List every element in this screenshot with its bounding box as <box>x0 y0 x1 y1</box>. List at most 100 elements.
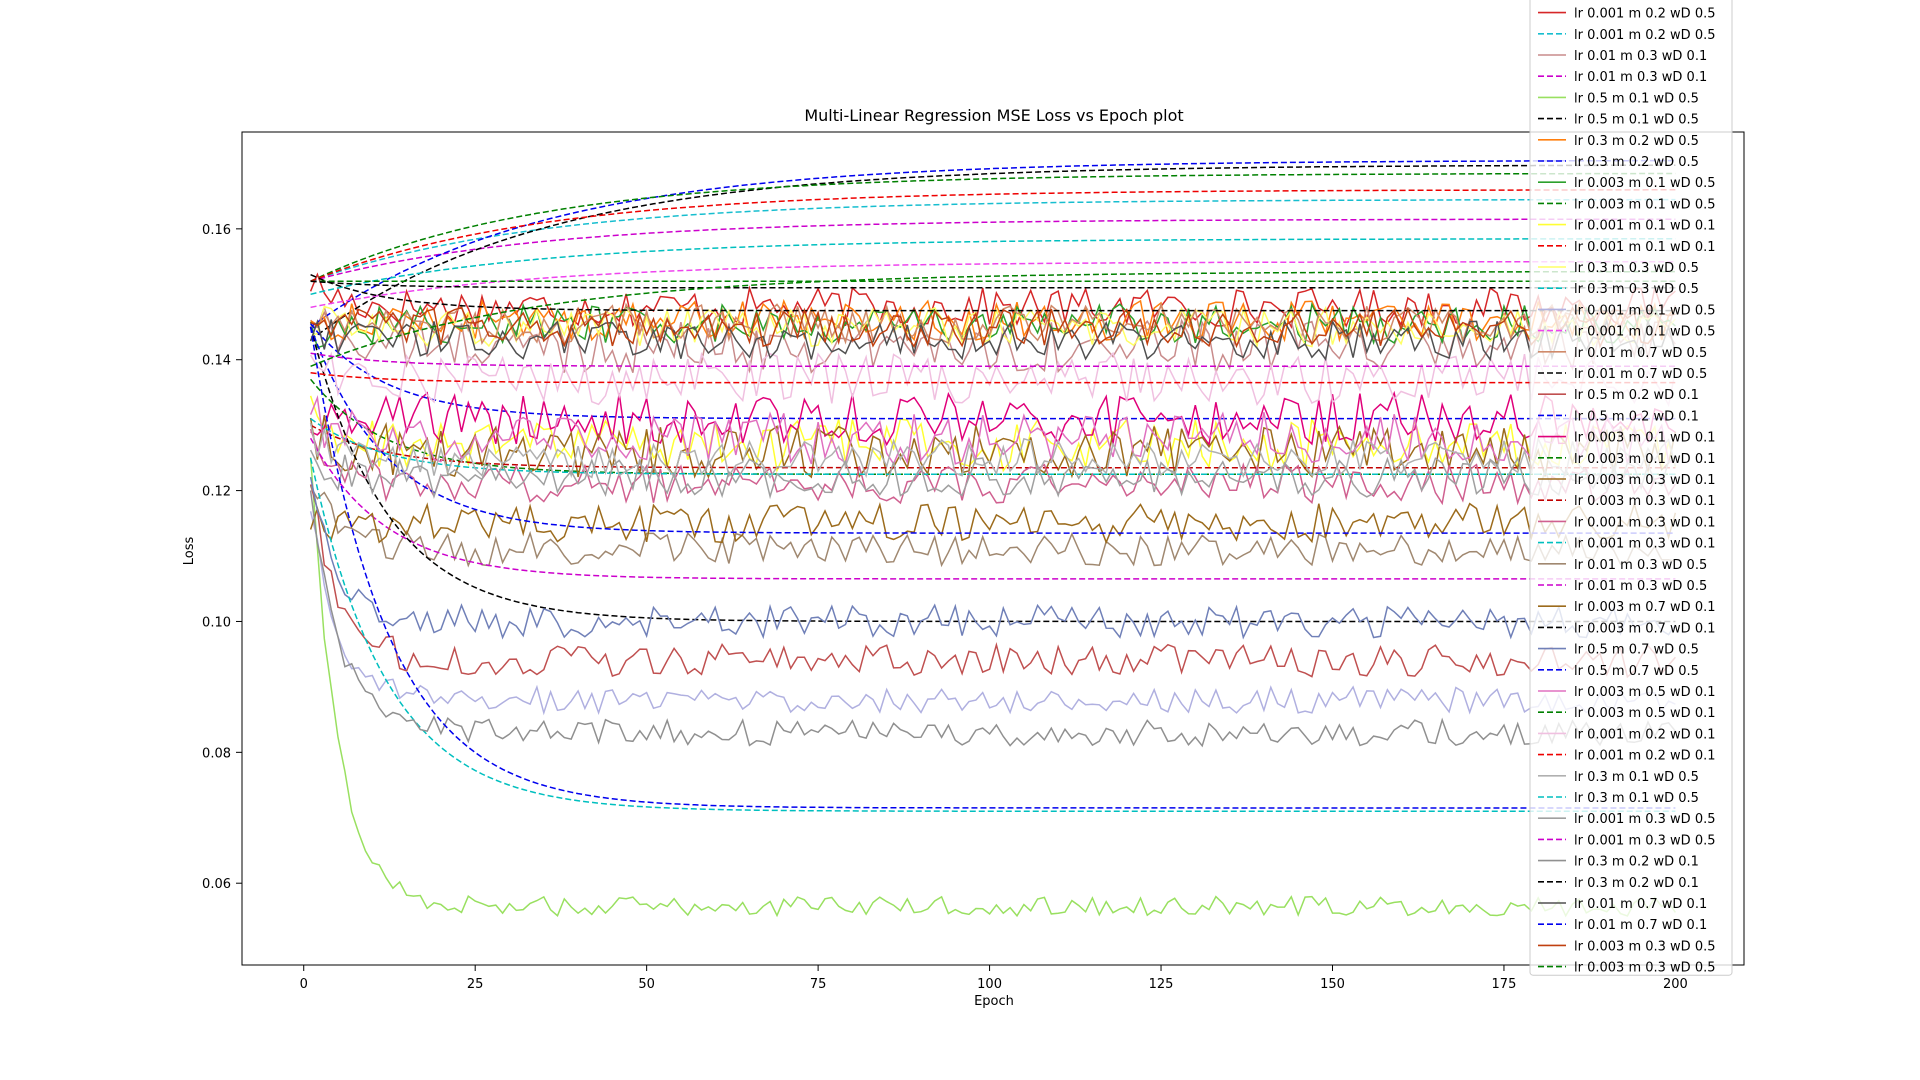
legend-entry-label: lr 0.001 m 0.1 wD 0.1 <box>1574 240 1716 255</box>
legend-entry-label: lr 0.3 m 0.2 wD 0.1 <box>1574 855 1699 870</box>
legend-entry-label: lr 0.001 m 0.2 wD 0.5 <box>1574 7 1716 22</box>
chart-legend: lr 0.001 m 0.2 wD 0.5 lr 0.001 m 0.2 wD 0… <box>1529 0 1733 976</box>
legend-entry-label: lr 0.001 m 0.1 wD 0.1 <box>1574 219 1716 234</box>
legend-entry-label: lr 0.001 m 0.3 wD 0.5 <box>1574 812 1716 827</box>
x-tick-label: 50 <box>638 977 655 992</box>
legend-entry-label: lr 0.5 m 0.1 wD 0.5 <box>1574 91 1699 106</box>
series-line <box>309 476 1677 640</box>
series-line <box>310 280 1676 289</box>
chart-title: Multi-Linear Regression MSE Loss vs Epoc… <box>804 106 1183 125</box>
series-line <box>310 164 1676 341</box>
x-tick-label: 0 <box>300 977 308 992</box>
series-line <box>309 351 1677 408</box>
legend-entry-label: lr 0.001 m 0.2 wD 0.1 <box>1574 749 1716 764</box>
legend-entry-label: lr 0.001 m 0.1 wD 0.5 <box>1574 303 1716 318</box>
legend-entry-label: lr 0.001 m 0.2 wD 0.1 <box>1574 727 1716 742</box>
plot-area-frame <box>241 131 1745 966</box>
series-line <box>310 298 1676 343</box>
legend-entry-label: lr 0.003 m 0.5 wD 0.1 <box>1574 706 1716 721</box>
x-tick-label: 100 <box>977 977 1002 992</box>
series-line <box>310 390 1676 447</box>
series-line <box>309 318 1677 362</box>
legend-entry-label: lr 0.01 m 0.7 wD 0.5 <box>1574 367 1707 382</box>
legend-entry-label: lr 0.01 m 0.3 wD 0.5 <box>1574 558 1707 573</box>
legend-entry-label: lr 0.003 m 0.7 wD 0.1 <box>1574 621 1716 636</box>
legend-entry-label: lr 0.003 m 0.5 wD 0.1 <box>1574 685 1716 700</box>
legend-entry-label: lr 0.003 m 0.3 wD 0.1 <box>1574 473 1716 488</box>
legend-entry-label: lr 0.003 m 0.1 wD 0.5 <box>1574 176 1716 191</box>
legend-entry-label: lr 0.3 m 0.2 wD 0.5 <box>1574 134 1699 149</box>
series-line <box>310 305 1676 349</box>
series-line <box>309 485 1676 568</box>
series-line <box>309 490 1676 748</box>
series-line <box>310 159 1676 328</box>
x-tick-label: 150 <box>1320 977 1345 992</box>
series-line <box>309 326 1676 534</box>
legend-entry-label: lr 0.001 m 0.3 wD 0.1 <box>1574 537 1716 552</box>
legend-entry-label: lr 0.3 m 0.2 wD 0.5 <box>1574 155 1699 170</box>
legend-entry-label: lr 0.3 m 0.1 wD 0.5 <box>1574 770 1699 785</box>
legend-entry-label: lr 0.5 m 0.2 wD 0.1 <box>1574 409 1699 424</box>
series-line <box>310 189 1676 282</box>
x-tick-label: 75 <box>810 977 827 992</box>
legend-entry-label: lr 0.01 m 0.3 wD 0.1 <box>1574 70 1707 85</box>
x-tick-label: 125 <box>1149 977 1174 992</box>
legend-entry-label: lr 0.01 m 0.3 wD 0.1 <box>1574 49 1707 64</box>
series-line <box>309 428 1677 506</box>
legend-entry-label: lr 0.3 m 0.2 wD 0.1 <box>1574 876 1699 891</box>
legend-entry-label: lr 0.003 m 0.7 wD 0.1 <box>1574 600 1716 615</box>
x-axis-label: Epoch <box>974 994 1014 1009</box>
series-line <box>310 302 1677 345</box>
legend-entry-label: lr 0.01 m 0.7 wD 0.1 <box>1574 918 1707 933</box>
legend-entry-label: lr 0.003 m 0.3 wD 0.5 <box>1574 939 1716 954</box>
series-line <box>309 501 1677 545</box>
legend-entry-label: lr 0.003 m 0.1 wD 0.1 <box>1574 452 1716 467</box>
legend-entry-label: lr 0.003 m 0.1 wD 0.5 <box>1574 197 1716 212</box>
series-line <box>309 272 1676 330</box>
series-line <box>310 198 1676 282</box>
y-axis-label: Loss <box>182 537 197 566</box>
series-line <box>309 326 1676 623</box>
y-tick-label: 0.08 <box>202 746 231 761</box>
series-line <box>309 457 1676 812</box>
legend-entry-label: lr 0.001 m 0.1 wD 0.5 <box>1574 325 1716 340</box>
series-line <box>309 395 1676 466</box>
y-tick-label: 0.10 <box>202 615 231 630</box>
series-line <box>310 372 1676 384</box>
legend-entry-label: lr 0.3 m 0.3 wD 0.5 <box>1574 261 1699 276</box>
legend-box <box>1529 0 1733 976</box>
series-line <box>310 238 1676 296</box>
series-line <box>310 218 1676 282</box>
series-line <box>309 457 1677 918</box>
x-tick-label: 175 <box>1492 977 1517 992</box>
series-line <box>310 172 1676 282</box>
y-tick-label: 0.16 <box>202 223 231 238</box>
series-line <box>310 270 1676 367</box>
legend-entry-label: lr 0.5 m 0.2 wD 0.1 <box>1574 388 1699 403</box>
legend-entry-label: lr 0.003 m 0.3 wD 0.1 <box>1574 494 1716 509</box>
x-axis: 0 25 50 75 100 125 150 175 200 <box>300 965 1688 992</box>
series-line <box>309 414 1677 479</box>
series-line <box>310 305 1676 349</box>
series-line <box>309 422 1677 479</box>
series-line <box>309 437 1676 580</box>
legend-entry-label: lr 0.01 m 0.7 wD 0.5 <box>1574 346 1707 361</box>
x-tick-label: 25 <box>467 977 484 992</box>
legend-entry-label: lr 0.01 m 0.3 wD 0.5 <box>1574 579 1707 594</box>
legend-entry-label: lr 0.3 m 0.3 wD 0.5 <box>1574 282 1699 297</box>
legend-entry-label: lr 0.003 m 0.1 wD 0.1 <box>1574 431 1716 446</box>
legend-entry-label: lr 0.001 m 0.2 wD 0.5 <box>1574 28 1716 43</box>
series-line <box>309 511 1676 716</box>
legend-entry-label: lr 0.01 m 0.7 wD 0.1 <box>1574 897 1707 912</box>
legend-entry-label: lr 0.003 m 0.3 wD 0.5 <box>1574 961 1716 976</box>
series-line <box>309 326 1676 809</box>
y-axis: 0.06 0.08 0.10 0.12 0.14 0.16 <box>202 223 242 892</box>
legend-entry-label: lr 0.5 m 0.1 wD 0.5 <box>1574 113 1699 128</box>
series-line <box>310 274 1676 312</box>
series-line <box>310 260 1676 309</box>
legend-entry-label: lr 0.001 m 0.3 wD 0.5 <box>1574 833 1716 848</box>
y-tick-label: 0.14 <box>202 354 231 369</box>
series-line <box>309 449 1676 500</box>
y-tick-label: 0.06 <box>202 877 231 892</box>
